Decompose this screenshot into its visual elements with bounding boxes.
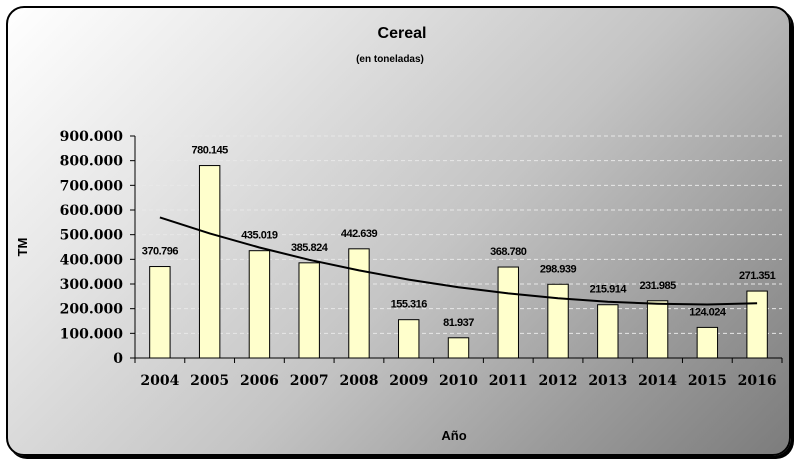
bar-2007 — [298, 262, 320, 359]
bar-2010 — [447, 337, 470, 359]
data-label: 215.914 — [590, 284, 628, 296]
x-tick-label: 2016 — [738, 373, 777, 389]
y-tick-label: 300.000 — [60, 277, 124, 293]
data-label: 370.796 — [142, 246, 179, 258]
bar-2006 — [248, 250, 271, 359]
x-tick-label: 2008 — [339, 373, 378, 389]
chart-frame — [6, 6, 791, 456]
bar-2011 — [497, 266, 519, 359]
x-tick-label: 2010 — [439, 373, 478, 389]
x-tick-label: 2009 — [389, 373, 428, 389]
y-tick-label: 200.000 — [60, 302, 124, 318]
x-tick-label: 2005 — [190, 373, 229, 389]
data-label: 155.316 — [391, 299, 428, 311]
x-tick-label: 2015 — [688, 373, 727, 389]
bar-2013 — [597, 304, 619, 359]
data-label: 298.939 — [540, 263, 577, 275]
y-tick-label: 800.000 — [60, 154, 124, 170]
bar-2009 — [398, 319, 420, 359]
bar-2016 — [746, 290, 768, 359]
data-label: 385.824 — [291, 242, 329, 254]
x-tick-label: 2004 — [140, 373, 179, 389]
data-label: 271.351 — [739, 270, 776, 282]
data-label: 81.937 — [443, 317, 474, 329]
y-tick-label: 100.000 — [60, 326, 124, 342]
y-tick-label: 0 — [113, 351, 123, 367]
y-tick-label: 500.000 — [60, 228, 124, 244]
bar-2008 — [348, 248, 370, 359]
data-label: 231.985 — [639, 280, 676, 292]
data-label: 442.639 — [341, 228, 378, 240]
bar-2005 — [198, 165, 221, 359]
trendline — [159, 216, 758, 306]
x-tick-label: 2012 — [539, 373, 578, 389]
data-label: 435.019 — [241, 230, 278, 242]
bar-2014 — [646, 300, 669, 359]
x-tick-label: 2011 — [489, 373, 528, 389]
bar-2015 — [696, 326, 719, 359]
x-tick-label: 2014 — [638, 373, 677, 389]
bar-2004 — [149, 266, 171, 359]
chart-subtitle: (en toneladas) — [356, 54, 424, 65]
x-tick-label: 2006 — [240, 373, 279, 389]
y-tick-label: 400.000 — [60, 252, 124, 268]
y-tick-label: 600.000 — [60, 203, 124, 219]
y-axis-label: TM — [15, 238, 30, 257]
y-tick-label: 700.000 — [60, 178, 124, 194]
data-label: 124.024 — [689, 306, 727, 318]
y-tick-label: 900.000 — [60, 129, 124, 145]
data-label: 780.145 — [192, 145, 229, 157]
x-tick-label: 2013 — [588, 373, 627, 389]
x-axis-label: Año — [441, 428, 466, 443]
bar-2012 — [547, 283, 569, 359]
data-label: 368.780 — [490, 246, 527, 258]
x-tick-label: 2007 — [290, 373, 329, 389]
chart-title: Cereal — [378, 25, 427, 42]
